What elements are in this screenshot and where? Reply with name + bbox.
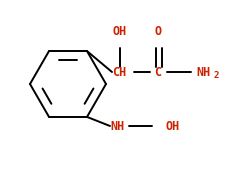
Text: NH: NH xyxy=(110,119,124,132)
Text: O: O xyxy=(154,25,161,38)
Text: OH: OH xyxy=(113,25,127,38)
Text: C: C xyxy=(154,66,161,78)
Text: NH: NH xyxy=(196,66,210,78)
Text: OH: OH xyxy=(165,119,179,132)
Text: 2: 2 xyxy=(213,71,218,80)
Text: CH: CH xyxy=(112,66,126,78)
